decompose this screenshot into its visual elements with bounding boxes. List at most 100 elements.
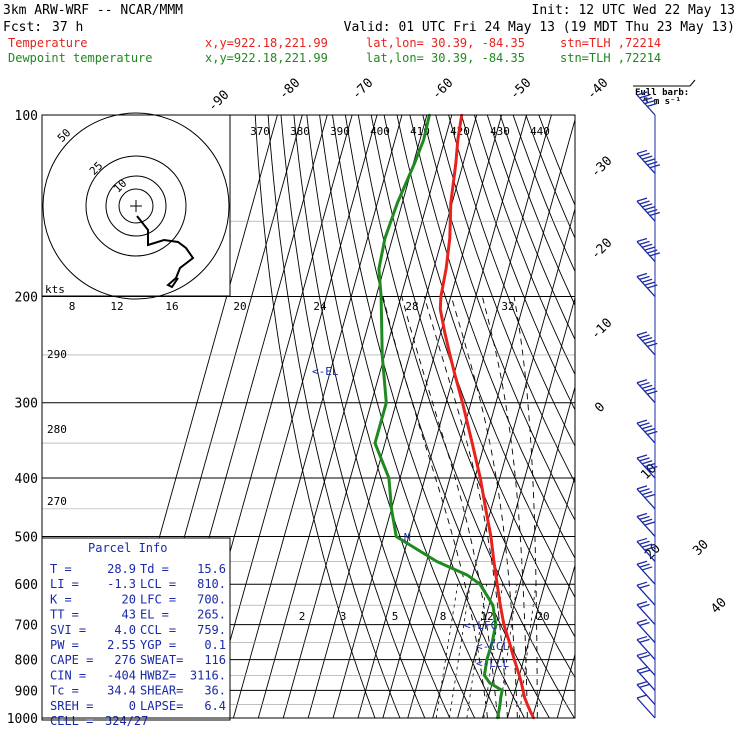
dewpoint-point bbox=[390, 507, 393, 511]
parcel-info-key: CELL = bbox=[50, 714, 93, 728]
parcel-info-key: TT = bbox=[50, 608, 79, 622]
wind-barb-flag bbox=[639, 334, 650, 339]
temperature-point bbox=[439, 308, 442, 311]
dry-adiabat-line bbox=[370, 115, 575, 679]
parcel-info-value: 43 bbox=[122, 608, 136, 622]
parcel-info-value: 3116. bbox=[190, 668, 226, 682]
wind-barb-flag bbox=[639, 422, 650, 427]
parcel-info-box bbox=[41, 537, 231, 721]
moist-adiabat-line bbox=[382, 296, 488, 718]
isotherm-line bbox=[382, 115, 552, 718]
mixing-ratio-label: 5 bbox=[392, 610, 399, 623]
theta-label: 430 bbox=[490, 125, 510, 138]
temperature-point bbox=[518, 674, 521, 677]
isotherm-line bbox=[506, 474, 575, 718]
temperature-point bbox=[439, 295, 443, 298]
plot-frame bbox=[41, 114, 576, 719]
wind-barb-flag bbox=[644, 521, 655, 526]
wind-barb bbox=[636, 694, 656, 719]
parcel-info-value: 265. bbox=[197, 608, 226, 622]
hodograph-ring-5 bbox=[118, 188, 154, 224]
wind-barb-flag bbox=[641, 384, 653, 390]
mixing-ratio-label: 20 bbox=[536, 610, 549, 623]
wind-barb-flag bbox=[641, 490, 653, 496]
parcel-info-key: SVI = bbox=[50, 623, 86, 637]
wind-barb-flag bbox=[641, 425, 653, 430]
pressure-tick-label: 800 bbox=[15, 654, 38, 669]
temperature-point bbox=[492, 560, 496, 563]
wind-barb-flag bbox=[644, 462, 655, 468]
temperature-point bbox=[523, 696, 526, 699]
pressure-tick-label: 200 bbox=[15, 291, 38, 306]
wind-barb bbox=[636, 666, 656, 691]
wind-barb-flag bbox=[639, 515, 650, 520]
temperature-points bbox=[439, 113, 535, 720]
wind-barb bbox=[636, 581, 656, 606]
isotherm-line bbox=[432, 207, 575, 718]
wind-barb-flag bbox=[639, 683, 650, 689]
theta-label: 390 bbox=[330, 125, 350, 138]
isotherm-line bbox=[307, 115, 478, 718]
isotherm-line bbox=[556, 652, 575, 718]
wind-barb-flag bbox=[641, 203, 653, 208]
wind-barb-flag bbox=[636, 694, 648, 699]
parcel-info-value: 15.6 bbox=[197, 562, 226, 576]
parcel-info-key: CCL = bbox=[140, 623, 176, 637]
temperature-point bbox=[453, 373, 457, 377]
wind-barb-flag bbox=[644, 158, 655, 163]
isotherm-line bbox=[457, 296, 575, 718]
isotherm-line bbox=[257, 115, 428, 718]
wind-barb bbox=[636, 560, 656, 585]
isotherm-line bbox=[482, 385, 575, 718]
isotherm-line bbox=[232, 115, 403, 718]
parcel-info-key: Td = bbox=[140, 562, 169, 576]
forecast-label: Fcst: bbox=[3, 20, 42, 35]
temperature-point bbox=[456, 138, 459, 142]
wind-barb-flag bbox=[639, 381, 650, 387]
isotherm-label: 30 bbox=[690, 537, 712, 559]
wind-barb bbox=[636, 651, 656, 676]
mixing-ratio-label: 3 bbox=[340, 610, 347, 623]
lcl-marker: <-LCL bbox=[476, 657, 509, 670]
isotherm-label: -40 bbox=[584, 76, 611, 103]
wind-barb-flag bbox=[649, 252, 661, 257]
dewpoint-point bbox=[379, 295, 383, 298]
dewpoint-point bbox=[422, 138, 425, 142]
mixing-ratio-label: 8 bbox=[440, 610, 447, 623]
temperature-point bbox=[461, 401, 464, 404]
temperature-point bbox=[448, 353, 452, 357]
pressure-tick-label: 400 bbox=[15, 472, 38, 487]
hodograph-ring-10 bbox=[105, 175, 167, 237]
temperature-point bbox=[479, 476, 482, 480]
pressure-tick-label: 900 bbox=[15, 684, 38, 699]
parcel-info-key: SWEAT= bbox=[140, 653, 183, 667]
isotherm-label: -20 bbox=[588, 236, 615, 263]
mixing-ratio-line bbox=[449, 584, 471, 718]
parcel-info-key: SHEAR= bbox=[140, 684, 183, 698]
mixing-ratio-label: 28 bbox=[405, 300, 418, 313]
wind-barb-flag bbox=[644, 428, 655, 433]
dewpoint-point bbox=[385, 401, 388, 404]
wind-barb-flag bbox=[639, 94, 650, 99]
wind-barb bbox=[636, 379, 658, 404]
dewpoint-point bbox=[395, 535, 398, 538]
theta-label: 380 bbox=[290, 125, 310, 138]
wind-barb bbox=[636, 600, 656, 626]
wind-barb bbox=[636, 197, 661, 222]
dewpoint-point bbox=[396, 201, 399, 205]
dewpoint-point bbox=[413, 161, 416, 164]
wind-barb-flag bbox=[647, 161, 658, 166]
temperature-point bbox=[444, 267, 448, 271]
parcel-info-key: YGP = bbox=[140, 638, 176, 652]
parcel-info-key: LCL = bbox=[140, 577, 176, 591]
wind-barb bbox=[636, 454, 658, 479]
parcel-info-value: 34.4 bbox=[107, 684, 136, 698]
wind-barb bbox=[636, 149, 661, 174]
pressure-tick-label: 600 bbox=[15, 578, 38, 593]
wind-barb-flag bbox=[649, 211, 661, 217]
pressure-labels: 100 200 300 400 500 600 700 800 900 1000 bbox=[7, 109, 38, 727]
wind-barb-flag bbox=[644, 387, 655, 392]
temperature-legend-label: Temperature bbox=[8, 36, 87, 50]
mixing-ratio-line bbox=[466, 584, 488, 718]
